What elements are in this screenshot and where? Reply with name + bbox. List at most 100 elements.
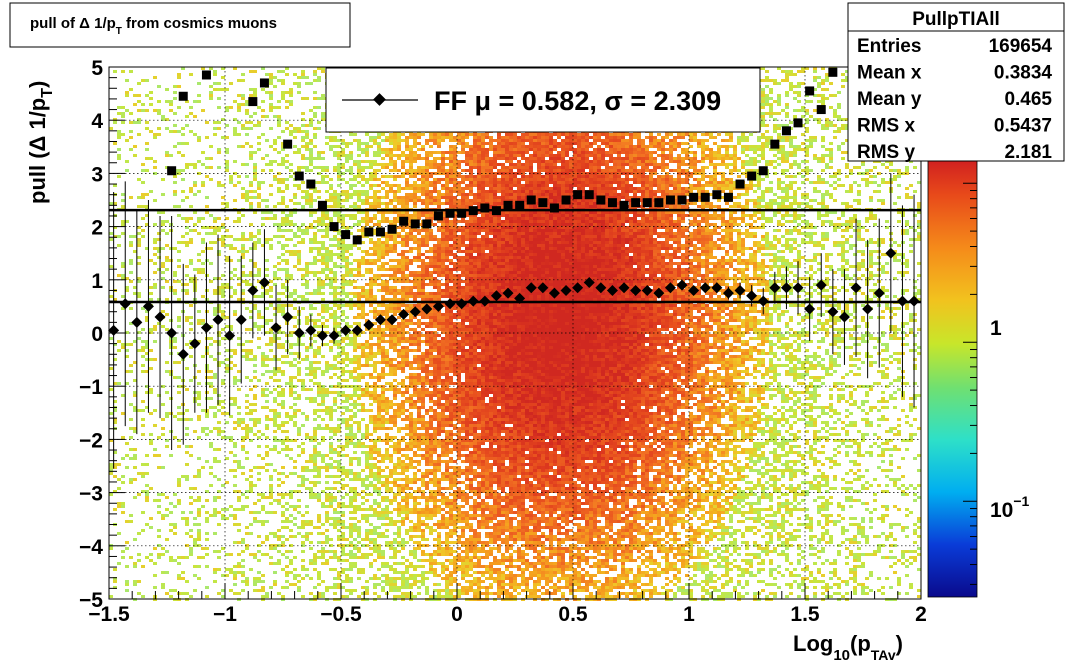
grid-lines [109,67,921,599]
profile-point-mean [560,284,572,296]
y-tick-label: 0 [91,323,103,346]
profile-point-mean [131,316,143,328]
x-tick-label: 0.5 [558,603,588,626]
profile-point-rms [538,198,548,208]
stats-value: 0.465 [1004,89,1052,110]
profile-point-rms [399,216,409,226]
profile-point-mean [351,324,363,336]
stats-label: RMS y [857,142,916,163]
mean-sigma-lines [109,208,921,304]
profile-point-mean [804,303,816,315]
profile-point-rms [375,227,385,237]
legend: FF μ = 0.582, σ = 2.309 [325,67,761,133]
profile-point-mean [374,314,386,326]
profile-point-mean [293,327,305,339]
profile-point-mean [490,290,502,302]
profile-point-rms [515,200,525,210]
profile-point-rms [584,190,594,200]
profile-point-rms [689,192,699,202]
profile-point-mean [328,330,340,342]
profile-point-mean [664,282,676,294]
profile-point-mean [247,284,259,296]
y-tick-label: 3 [91,163,103,186]
stats-value: 169654 [989,36,1053,57]
profile-point-mean [792,282,804,294]
profile-point-rms [607,198,617,208]
profile-point-mean [769,282,781,294]
profile-point-rms [433,211,443,221]
profile-point-mean [873,287,885,299]
y-tick-label: −1 [79,376,103,399]
profile-point-rms [306,179,316,189]
x-tick-label: −1.5 [88,603,130,626]
profile-point-mean [200,322,212,334]
x-tick-label: 2 [915,603,927,626]
profile-point-rms [422,219,432,229]
profile-point-rms [631,198,641,208]
stats-title: PullpTIAll [912,9,1000,30]
profile-point-rms [642,198,652,208]
profile-point-rms [723,192,733,202]
profile-point-rms [410,219,420,229]
profile-point-rms [781,126,791,136]
profile-point-mean [583,276,595,288]
profile-point-mean [641,284,653,296]
profile-point-mean [270,322,282,334]
profile-point-rms [259,78,269,88]
title-text: pull of Δ 1/pT from cosmics muons [30,15,277,37]
title-box: pull of Δ 1/pT from cosmics muons [9,2,351,48]
profile-point-mean [258,276,270,288]
profile-point-mean [409,306,421,318]
x-axis-title: Log10(pTAv) [793,631,903,664]
profile-point-mean [142,300,154,312]
profile-point-rms [561,195,571,205]
profile-point-mean [780,282,792,294]
profile-point-rms [758,166,768,176]
profile-point-rms [364,227,374,237]
profile-point-rms [677,195,687,205]
legend-label: FF μ = 0.582, σ = 2.309 [434,86,721,116]
profile-point-mean [224,330,236,342]
profile-point-rms [747,171,757,181]
profile-point-rms [503,200,513,210]
profile-point-mean [815,279,827,291]
x-tick-label: 1.5 [790,603,820,626]
profile-point-mean [316,330,328,342]
profile-point-rms [387,224,397,234]
axes: −1.5 −1 −0.5 0 0.5 1 1.5 2 5 4 3 2 1 0 −1 −2 −3 −4 −5 [79,57,927,626]
profile-point-rms [816,105,826,115]
stats-value: 0.5437 [994,116,1052,137]
profile-point-rms [700,192,710,202]
stats-label: Entries [857,36,921,57]
stats-label: Mean x [857,63,922,84]
profile-point-mean [885,247,897,259]
profile-point-mean [363,319,375,331]
profile-point-mean [711,282,723,294]
profile-point-mean [548,287,560,299]
y-tick-label: −5 [79,589,103,612]
x-tick-label: 1 [683,603,695,626]
profile-point-mean [212,314,224,326]
colorbar-label-1: 1 [990,317,1002,340]
profile-point-mean [502,287,514,299]
profile-point-mean [177,348,189,360]
profile-point-mean [827,306,839,318]
profile-point-rms [445,208,455,218]
profile-point-rms [201,70,211,80]
profile-point-rms [317,200,327,210]
profile-point-mean [850,282,862,294]
profile-point-rms [526,195,536,205]
profile-point-mean [432,300,444,312]
profile-point-mean [746,290,758,302]
profile-point-rms [665,195,675,205]
profile-point-mean [398,308,410,320]
x-tick-label: −0.5 [320,603,362,626]
profile-point-mean [699,282,711,294]
profile-point-mean [386,314,398,326]
legend-marker [373,93,386,106]
y-axis-title: pull (Δ 1/pT) [25,81,56,204]
y-tick-label: 4 [91,110,103,133]
profile-point-rms [352,235,362,245]
x-tick-label: −1 [213,603,237,626]
